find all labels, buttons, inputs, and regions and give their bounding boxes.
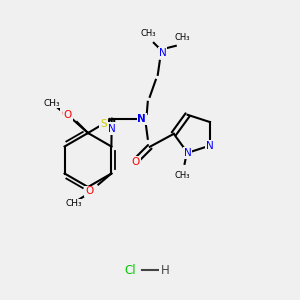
Text: O: O: [61, 109, 69, 119]
Text: H: H: [160, 263, 169, 277]
Text: CH₃: CH₃: [174, 33, 190, 42]
Text: Cl: Cl: [124, 263, 136, 277]
Text: O: O: [85, 187, 94, 196]
Text: N: N: [137, 114, 146, 124]
Text: N: N: [206, 141, 214, 151]
Text: N: N: [184, 148, 191, 158]
Text: O: O: [132, 157, 140, 167]
Text: CH₃: CH₃: [175, 171, 190, 180]
Text: CH₃: CH₃: [140, 29, 155, 38]
Text: S: S: [100, 119, 107, 129]
Text: N: N: [108, 124, 116, 134]
Text: O: O: [64, 110, 72, 120]
Text: CH₃: CH₃: [44, 98, 60, 107]
Text: CH₃: CH₃: [65, 199, 82, 208]
Text: N: N: [159, 48, 166, 58]
